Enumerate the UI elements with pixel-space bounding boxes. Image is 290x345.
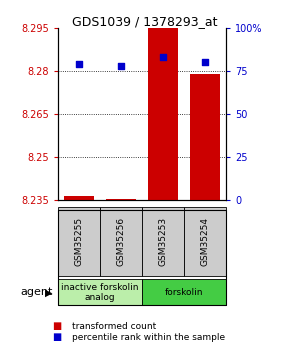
Text: agent: agent xyxy=(20,287,53,297)
Text: ■: ■ xyxy=(52,321,61,331)
Text: percentile rank within the sample: percentile rank within the sample xyxy=(72,333,226,342)
Text: GDS1039 / 1378293_at: GDS1039 / 1378293_at xyxy=(72,16,218,29)
Point xyxy=(77,61,81,67)
Bar xyxy=(64,196,94,200)
Text: GSM35255: GSM35255 xyxy=(75,217,84,266)
Point xyxy=(203,59,208,65)
Text: ■: ■ xyxy=(52,333,61,342)
Text: ▶: ▶ xyxy=(45,287,52,297)
Point xyxy=(161,54,165,60)
Text: GSM35254: GSM35254 xyxy=(201,217,210,266)
Text: transformed count: transformed count xyxy=(72,322,157,331)
Text: forskolin: forskolin xyxy=(165,288,203,297)
Text: GSM35256: GSM35256 xyxy=(117,217,126,266)
Text: inactive forskolin
analog: inactive forskolin analog xyxy=(61,283,139,302)
Bar xyxy=(106,199,136,200)
Point xyxy=(119,63,124,68)
Bar xyxy=(191,73,220,200)
Bar xyxy=(148,28,178,200)
Text: GSM35253: GSM35253 xyxy=(159,217,168,266)
